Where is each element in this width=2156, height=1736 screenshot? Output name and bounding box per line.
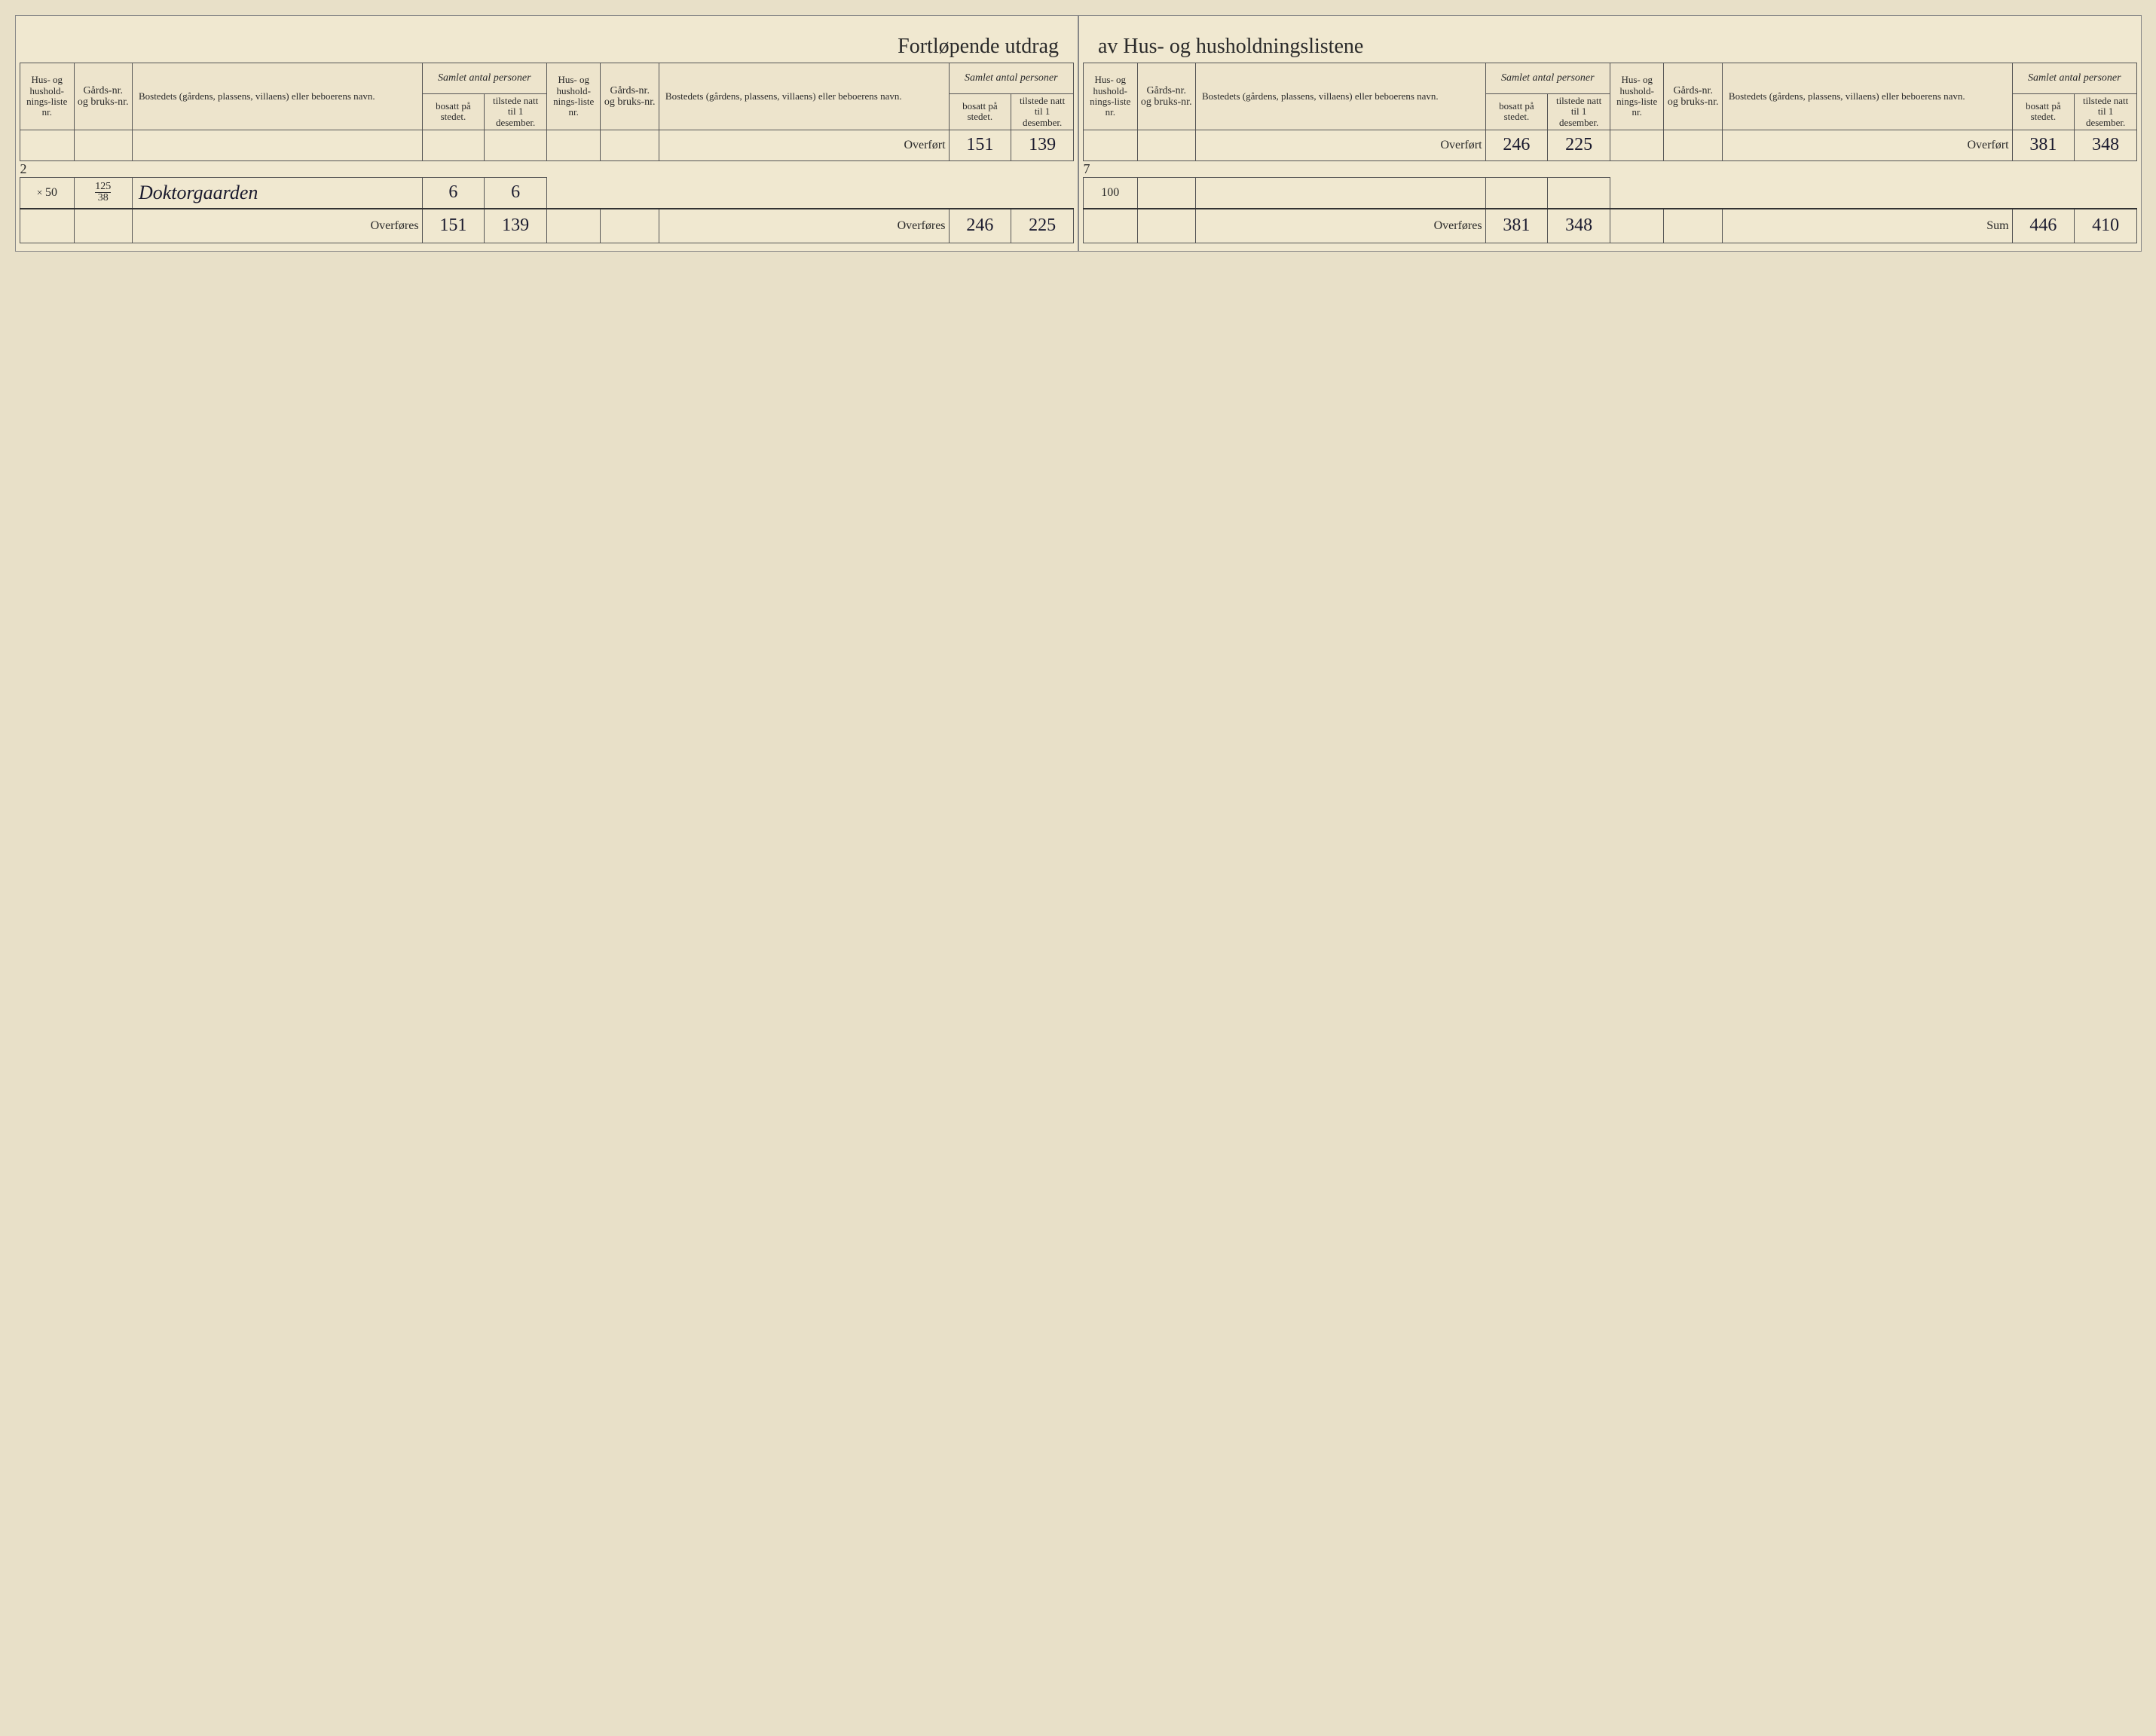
header-gard: Gårds-nr. og bruks-nr. bbox=[1664, 63, 1722, 130]
overfort-label bbox=[132, 130, 422, 160]
left-page: Fortløpende utdrag Hus- og hushold-nings… bbox=[16, 16, 1079, 251]
sum-tilstede: 225 bbox=[1011, 209, 1074, 243]
row-tilstede bbox=[1548, 177, 1610, 209]
overfort-tilstede bbox=[485, 130, 547, 160]
header-tilstede: tilstede natt til 1 desember. bbox=[1011, 94, 1074, 130]
row-bosatt: 6 bbox=[422, 177, 485, 209]
table-header: Hus- og hushold-nings-liste nr.Gårds-nr.… bbox=[20, 63, 1074, 130]
sum-tilstede: 410 bbox=[2075, 209, 2137, 243]
ledger-table-left: Hus- og hushold-nings-liste nr.Gårds-nr.… bbox=[20, 63, 1074, 243]
header-bosatt: bosatt på stedet. bbox=[422, 94, 485, 130]
overfort-tilstede: 139 bbox=[1011, 130, 1074, 160]
header-listnr: Hus- og hushold-nings-liste nr. bbox=[20, 63, 75, 130]
overfort-label: Overført bbox=[1722, 130, 2012, 160]
row-nr: × 50 bbox=[20, 177, 75, 209]
header-bosatt: bosatt på stedet. bbox=[2012, 94, 2075, 130]
header-tilstede: tilstede natt til 1 desember. bbox=[2075, 94, 2137, 130]
overfores-bosatt: 381 bbox=[1485, 209, 1548, 243]
header-bosatt: bosatt på stedet. bbox=[1485, 94, 1548, 130]
header-gard: Gårds-nr. og bruks-nr. bbox=[601, 63, 659, 130]
row-name bbox=[1195, 177, 1485, 209]
overfort-row: Overført151139 bbox=[20, 130, 1074, 160]
row-gard: 12538 bbox=[74, 177, 132, 209]
title-right: av Hus- og husholdningslistene bbox=[1083, 23, 2137, 63]
row-gard bbox=[1137, 177, 1195, 209]
overfort-bosatt: 381 bbox=[2012, 130, 2075, 160]
sum-bosatt: 446 bbox=[2012, 209, 2075, 243]
header-bosatt: bosatt på stedet. bbox=[949, 94, 1011, 130]
overfort-bosatt: 151 bbox=[949, 130, 1011, 160]
header-bosted: Bostedets (gårdens, plassens, villaens) … bbox=[1722, 63, 2012, 130]
header-bosted: Bostedets (gårdens, plassens, villaens) … bbox=[1195, 63, 1485, 130]
overfores-bosatt: 151 bbox=[422, 209, 485, 243]
row-name: Doktorgaarden bbox=[132, 177, 422, 209]
right-page: av Hus- og husholdningslistene Hus- og h… bbox=[1079, 16, 2141, 251]
ledger-table-right: Hus- og hushold-nings-liste nr.Gårds-nr.… bbox=[1083, 63, 2137, 243]
overfort-bosatt bbox=[422, 130, 485, 160]
header-bosted: Bostedets (gårdens, plassens, villaens) … bbox=[132, 63, 422, 130]
header-listnr: Hus- og hushold-nings-liste nr. bbox=[1610, 63, 1664, 130]
sum-label: Sum bbox=[1722, 209, 2012, 243]
table-body-right: Overført246225Overført381348 7100Overfør… bbox=[1084, 130, 2137, 243]
header-gard: Gårds-nr. og bruks-nr. bbox=[1137, 63, 1195, 130]
sum-bosatt: 246 bbox=[949, 209, 1011, 243]
overfort-tilstede: 225 bbox=[1548, 130, 1610, 160]
overfores-tilstede: 139 bbox=[485, 209, 547, 243]
row-nr: 100 bbox=[1084, 177, 1138, 209]
header-samlet: Samlet antal personer bbox=[1485, 63, 1610, 94]
overfort-row: Overført246225Overført381348 bbox=[1084, 130, 2137, 160]
row-tilstede: 6 bbox=[485, 177, 547, 209]
header-samlet: Samlet antal personer bbox=[2012, 63, 2136, 94]
table-header: Hus- og hushold-nings-liste nr.Gårds-nr.… bbox=[1084, 63, 2137, 130]
overfores-label: Overføres bbox=[1195, 209, 1485, 243]
table-body-left: Overført151139 2× 5012538Doktorgaarden66… bbox=[20, 130, 1074, 243]
title-left: Fortløpende utdrag bbox=[20, 23, 1074, 63]
header-tilstede: tilstede natt til 1 desember. bbox=[1548, 94, 1610, 130]
header-samlet: Samlet antal personer bbox=[949, 63, 1073, 94]
overfores-row: Overføres151139Overføres246225 bbox=[20, 209, 1074, 243]
header-gard: Gårds-nr. og bruks-nr. bbox=[74, 63, 132, 130]
overfort-label: Overført bbox=[659, 130, 949, 160]
header-listnr: Hus- og hushold-nings-liste nr. bbox=[1084, 63, 1138, 130]
header-samlet: Samlet antal personer bbox=[422, 63, 546, 94]
sum-label: Overføres bbox=[659, 209, 949, 243]
overfort-label: Overført bbox=[1195, 130, 1485, 160]
overfores-tilstede: 348 bbox=[1548, 209, 1610, 243]
header-tilstede: tilstede natt til 1 desember. bbox=[485, 94, 547, 130]
overfores-row: Overføres381348 Sum446410 bbox=[1084, 209, 2137, 243]
header-bosted: Bostedets (gårdens, plassens, villaens) … bbox=[659, 63, 949, 130]
overfores-label: Overføres bbox=[132, 209, 422, 243]
ledger-spread: Fortløpende utdrag Hus- og hushold-nings… bbox=[15, 15, 2142, 252]
row-bosatt bbox=[1485, 177, 1548, 209]
header-listnr: Hus- og hushold-nings-liste nr. bbox=[546, 63, 601, 130]
overfort-tilstede: 348 bbox=[2075, 130, 2137, 160]
overfort-bosatt: 246 bbox=[1485, 130, 1548, 160]
